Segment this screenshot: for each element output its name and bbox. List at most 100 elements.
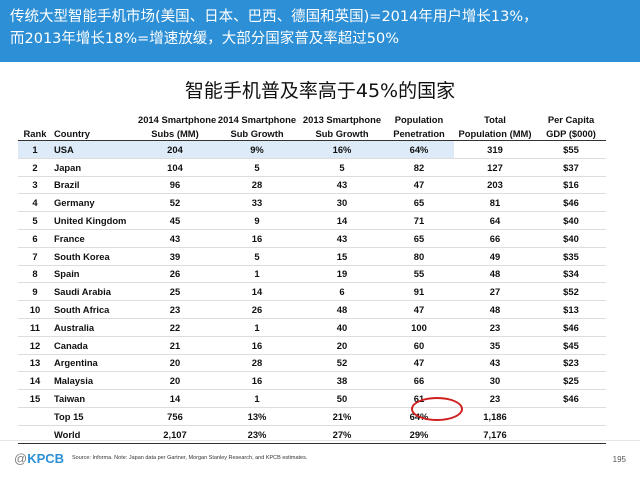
table-cell: 756 [136,406,214,426]
table-cell: $46 [536,389,606,408]
table-cell: 29% [384,425,454,444]
table-cell: 7 [18,247,52,266]
table-row: 8 Spain 26 1 19 55 48 $34 [18,265,606,284]
table-cell: 15 [300,247,384,266]
table-cell: 48 [454,265,536,284]
table-cell: United Kingdom [52,211,136,230]
table-cell: 104 [136,158,214,177]
table-cell: 14 [300,211,384,230]
table-cell: 9% [214,140,300,159]
table-row: 15 Taiwan 14 1 50 61 23 $46 [18,389,606,408]
table-cell: 27 [454,282,536,302]
table-cell: $13 [536,300,606,319]
table-cell: 14 [136,389,214,408]
table-cell: Spain [52,265,136,284]
table-cell: $46 [536,193,606,213]
table-cell: South Korea [52,247,136,266]
table-cell: 71 [384,211,454,230]
table-cell: Germany [52,193,136,213]
table-row: 1 USA 204 9% 16% 64% 319 $55 [18,140,606,159]
table-cell: 5 [214,247,300,266]
table-cell: 3 [18,176,52,195]
table-cell: 52 [136,193,214,213]
table-cell: Top 15 [52,406,136,426]
header-line-1: 传统大型智能手机市场(美国、日本、巴西、德国和英国)=2014年用户增长13%， [10,9,538,25]
table-cell: 64% [384,140,454,159]
table-cell: 6 [300,282,384,302]
table-cell: 80 [384,247,454,266]
header-cell: Subs (MM) [136,126,214,141]
table-cell: 5 [18,211,52,230]
table-row: 13 Argentina 20 28 52 47 43 $23 [18,354,606,373]
table-cell: 52 [300,354,384,373]
table-cell: 20 [136,354,214,373]
table-cell: Saudi Arabia [52,282,136,302]
table-cell: 28 [214,354,300,373]
table-cell: 21% [300,406,384,426]
table-cell: 14 [18,371,52,391]
table-cell: 35 [454,336,536,355]
table-cell: 9 [214,211,300,230]
table-cell: $40 [536,211,606,230]
logo-text: KPCB [27,451,65,466]
table-cell: 7,176 [454,425,536,444]
table-cell: 1 [18,140,52,159]
table-row: 11 Australia 22 1 40 100 23 $46 [18,318,606,337]
table-cell: 65 [384,229,454,248]
header-line-2: 而2013年增长18%=增速放缓，大部分国家普及率超过50% [10,31,400,47]
header-cell: Total [484,113,506,125]
page-number: 195 [612,455,626,464]
header-cell [52,112,136,126]
table-cell: 30 [300,193,384,213]
table-cell: 66 [454,229,536,248]
table-body: 1 USA 204 9% 16% 64% 319 $55 2 Japan 104 5 5 82 127 $37… [18,140,606,444]
table-cell: 55 [384,265,454,284]
table-cell: 16 [214,371,300,391]
header-row-top: 2014 Smartphone 2014 Smartphone 2013 Sma… [18,112,606,126]
table-cell: 8 [18,265,52,284]
table-cell: $34 [536,265,606,284]
table-cell: 47 [384,176,454,195]
table-cell: 203 [454,176,536,195]
header-cell: 2013 Smartphone [302,113,382,125]
table-cell: $25 [536,371,606,391]
header-banner: 传统大型智能手机市场(美国、日本、巴西、德国和英国)=2014年用户增长13%，… [0,0,640,62]
table-row: 14 Malaysia 20 16 38 66 30 $25 [18,371,606,391]
table-row: 7 South Korea 39 5 15 80 49 $35 [18,247,606,266]
table-cell: 5 [214,158,300,177]
header-cell: 2014 Smartphone [217,113,297,125]
table-cell: 19 [300,265,384,284]
logo-at: @ [14,451,28,466]
table-cell: $40 [536,229,606,248]
header-cell: 2014 Smartphone [138,113,217,125]
table-row: World 2,107 23% 27% 29% 7,176 [18,425,606,444]
table-cell: 43 [454,354,536,373]
table-cell: 16% [300,140,384,159]
table-cell: 5 [300,158,384,177]
table-row: Top 15 756 13% 21% 64% 1,186 [18,406,606,426]
table-cell: Taiwan [52,389,136,408]
header-cell: Population [394,113,444,125]
table-cell: 2 [18,158,52,177]
smartphone-penetration-table: 2014 Smartphone 2014 Smartphone 2013 Sma… [18,112,606,444]
table-cell: Canada [52,336,136,355]
table-cell: 1 [214,389,300,408]
table-cell: $45 [536,336,606,355]
table-cell: 40 [300,318,384,337]
table-cell: 13% [214,406,300,426]
table-cell: 43 [300,229,384,248]
header-cell [18,112,52,126]
table-cell: 49 [454,247,536,266]
table-cell: 6 [18,229,52,248]
table-row: 2 Japan 104 5 5 82 127 $37 [18,158,606,177]
table-cell: 38 [300,371,384,391]
table-row: 3 Brazil 96 28 43 47 203 $16 [18,176,606,195]
table-cell: 23 [454,318,536,337]
header-cell: Per Capita [547,113,595,125]
table-cell: Brazil [52,176,136,195]
table-cell: 33 [214,193,300,213]
table-cell: 100 [384,318,454,337]
table-row: 10 South Africa 23 26 48 47 48 $13 [18,300,606,319]
table-cell [536,406,606,426]
table-cell: France [52,229,136,248]
